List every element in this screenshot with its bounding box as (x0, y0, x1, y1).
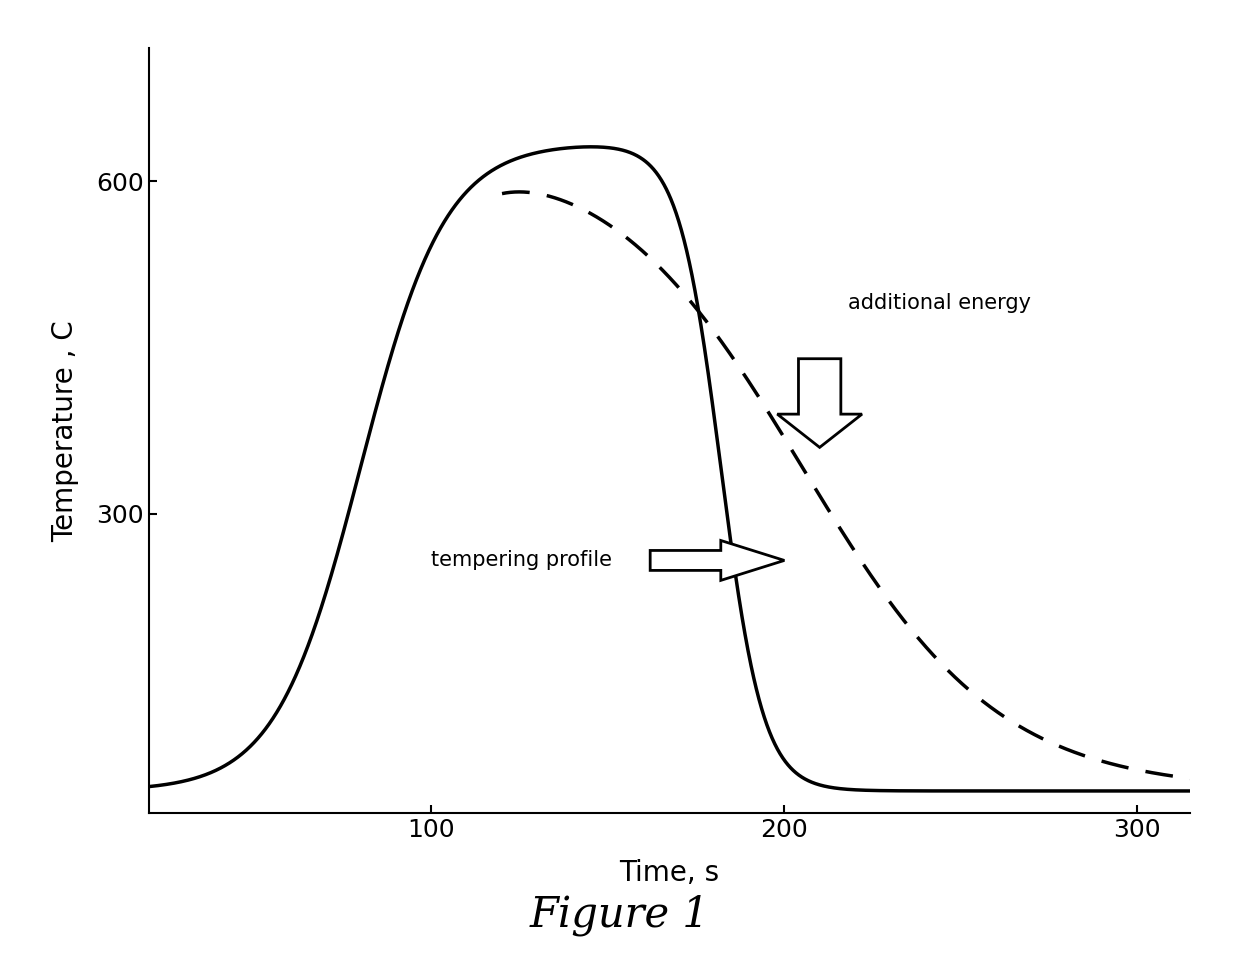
Y-axis label: Temperature , C: Temperature , C (52, 319, 79, 542)
Text: additional energy: additional energy (848, 293, 1030, 314)
Text: tempering profile: tempering profile (432, 551, 613, 570)
X-axis label: Time, s: Time, s (620, 859, 719, 887)
FancyArrow shape (650, 540, 785, 581)
FancyArrow shape (777, 359, 862, 447)
Text: Figure 1: Figure 1 (529, 893, 711, 936)
